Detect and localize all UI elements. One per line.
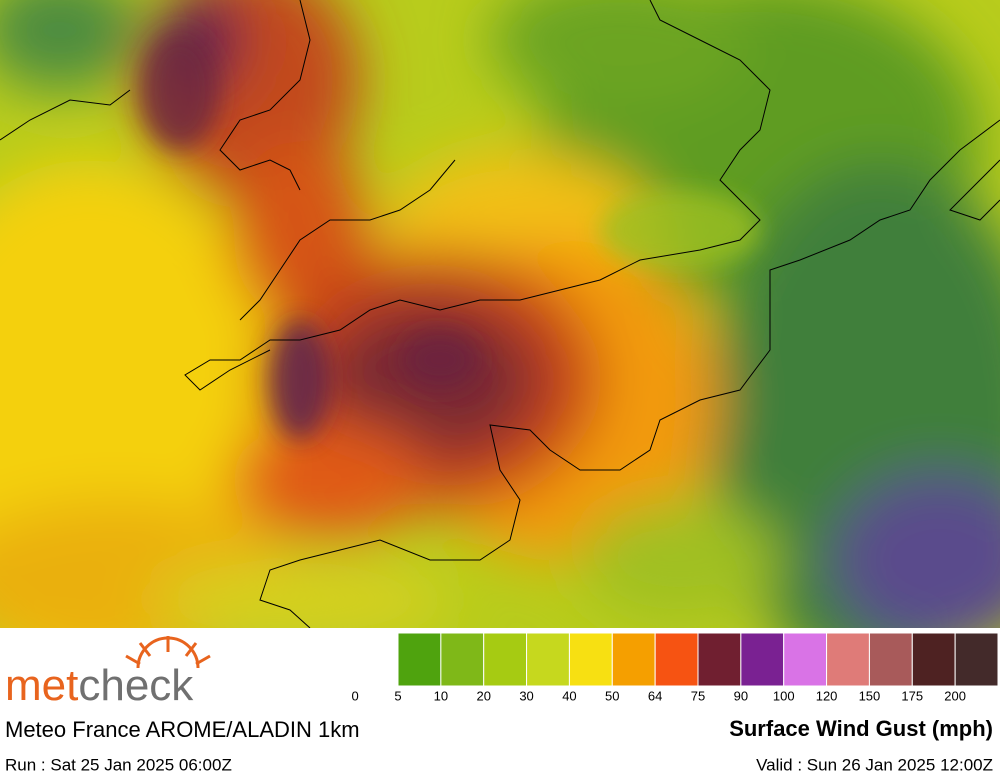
legend-label: 90 [734, 688, 748, 703]
logo-text: metcheck [5, 661, 194, 710]
logo: metcheck [5, 636, 211, 710]
legend-swatch [568, 632, 613, 687]
legend-swatch [397, 632, 442, 687]
legend-label: 64 [648, 688, 662, 703]
legend-label: 5 [394, 688, 401, 703]
legend-swatch [911, 632, 956, 687]
logo-part: met [5, 661, 78, 710]
legend-swatch [826, 632, 870, 687]
legend-label: 150 [859, 688, 881, 703]
legend-label: 75 [691, 688, 705, 703]
legend-label: 175 [901, 688, 923, 703]
legend-label: 100 [773, 688, 795, 703]
legend-label: 10 [434, 688, 448, 703]
wind-map [0, 0, 1000, 628]
legend-swatch [697, 632, 742, 687]
legend: 0 5 10 20 30 40 50 64 75 90 100 120 150 175 200 [352, 632, 999, 703]
logo-part: check [78, 661, 194, 710]
model-name: Meteo France AROME/ALADIN 1km [5, 717, 360, 742]
legend-swatch [611, 632, 656, 687]
legend-label: 200 [944, 688, 966, 703]
legend-swatch [654, 632, 699, 687]
legend-swatch [440, 632, 485, 687]
valid-time: Valid : Sun 26 Jan 2025 12:00Z [756, 755, 993, 774]
run-time: Run : Sat 25 Jan 2025 06:00Z [5, 755, 232, 774]
legend-swatch [783, 632, 828, 687]
legend-swatch [868, 632, 913, 687]
legend-label: 30 [519, 688, 533, 703]
legend-label: 0 [352, 688, 359, 703]
legend-label: 120 [816, 688, 838, 703]
legend-label: 20 [476, 688, 490, 703]
legend-swatch [483, 632, 528, 687]
product-title: Surface Wind Gust (mph) [729, 716, 993, 741]
legend-swatch [740, 632, 785, 687]
legend-label: 40 [562, 688, 576, 703]
legend-swatch [526, 632, 570, 687]
legend-swatch [954, 632, 999, 687]
legend-label: 50 [605, 688, 619, 703]
